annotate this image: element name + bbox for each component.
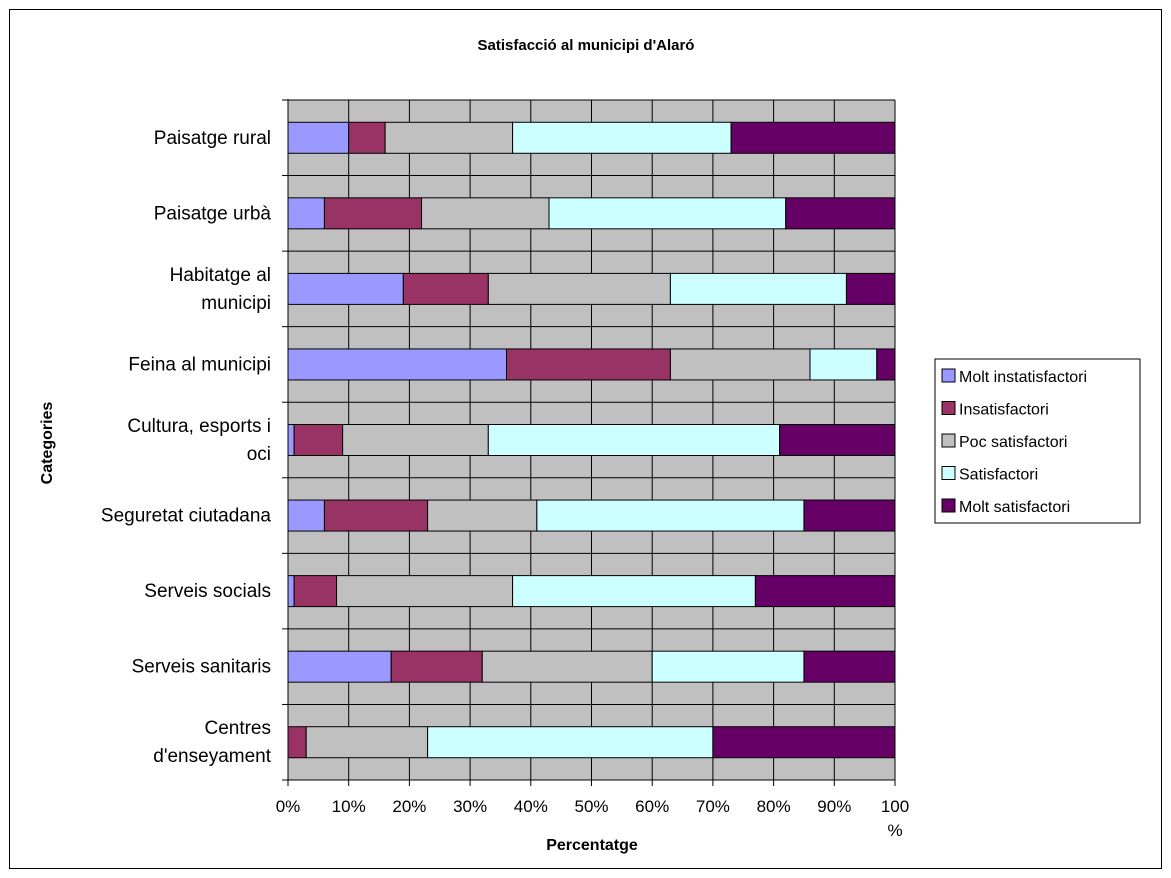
bar-segment-1-1	[287, 121, 350, 154]
category-label-1: Paisatge rural	[154, 128, 271, 149]
x-tick-label-5: 50%	[574, 797, 608, 816]
bar-segment-8-2	[390, 650, 483, 683]
legend-swatch-5	[941, 498, 956, 513]
bar-segment-8-1	[287, 650, 392, 683]
x-axis: 0% 10% 20% 30% 40% 50% 60% 70% 80% 90% 100%	[276, 779, 909, 840]
x-tick-label-7: 70%	[696, 797, 730, 816]
x-tick-label-2: 20%	[392, 797, 426, 816]
bar-segment-7-1	[287, 575, 295, 608]
bar-segment-7-4	[512, 575, 756, 608]
bar-segment-6-5	[803, 499, 896, 532]
bar-segment-4-5	[876, 348, 896, 381]
bar-segment-3-4	[669, 272, 847, 305]
chart-title: Satisfacció al municipi d'Alaró	[478, 37, 695, 54]
x-tick-label-10: 100%	[881, 797, 909, 840]
category-label-9: Centres d'enseyament	[153, 718, 271, 767]
x-tick-label-4: 40%	[514, 797, 548, 816]
bar-segment-8-4	[651, 650, 805, 683]
bar-segment-6-3	[427, 499, 538, 532]
legend-label-5: Molt satisfactori	[959, 499, 1070, 516]
bar-segment-4-3	[669, 348, 811, 381]
bar-segment-9-5	[712, 726, 896, 759]
bar-segment-2-3	[421, 197, 550, 230]
legend-swatch-2	[941, 401, 956, 415]
bar-segment-2-2	[323, 197, 423, 230]
bar-segment-7-2	[293, 575, 338, 608]
bar-segment-3-2	[402, 272, 489, 305]
x-tick-label-6: 60%	[635, 797, 669, 816]
bar-segment-6-1	[287, 499, 325, 532]
bar-segment-9-2	[287, 726, 307, 759]
category-label-5: Cultura, esports i oci	[127, 416, 271, 465]
legend-label-1: Molt instatisfactori	[959, 369, 1087, 386]
bar-segment-9-4	[427, 726, 714, 759]
bar-segment-9-3	[305, 726, 429, 759]
bar-segment-5-5	[779, 424, 896, 456]
bar-segment-4-4	[809, 348, 878, 381]
legend-box	[934, 358, 1141, 524]
bar-segment-3-5	[845, 272, 896, 305]
plot-area	[287, 99, 896, 780]
x-tick-label-1: 10%	[332, 797, 366, 816]
legend-swatch-1	[941, 368, 956, 383]
category-label-3: Habitatge al municipi	[170, 265, 271, 314]
x-tick-label-8: 80%	[757, 797, 791, 816]
bar-segment-2-4	[548, 197, 787, 230]
bar-segment-5-4	[487, 424, 781, 456]
bar-segment-4-2	[506, 348, 671, 381]
y-axis-title: Categories	[39, 402, 56, 485]
x-tick-label-3: 30%	[453, 797, 487, 816]
category-label-7: Serveis socials	[144, 581, 271, 602]
y-axis: Paisatge rural Paisatge urbà Habitatge al m…	[101, 99, 289, 781]
bar-segment-1-5	[730, 121, 896, 154]
bar-segment-6-4	[536, 499, 805, 532]
category-label-4: Feina al municipi	[128, 354, 271, 375]
category-label-8: Serveis sanitaris	[132, 657, 271, 678]
bar-segment-5-2	[293, 424, 344, 456]
bar-segment-7-3	[336, 575, 514, 608]
bar-segment-3-3	[487, 272, 671, 305]
legend-label-2: Insatisfactori	[959, 402, 1049, 419]
legend-label-3: Poc satisfactori	[959, 434, 1067, 451]
bar-segment-2-5	[785, 197, 896, 230]
bar-segment-8-5	[803, 650, 896, 683]
category-label-6: Seguretat ciutadana	[101, 506, 272, 527]
bar-segment-5-1	[287, 424, 295, 456]
bar-segment-2-1	[287, 197, 325, 230]
legend: Molt instatisfactori Insatisfactori Poc sa…	[934, 358, 1141, 524]
legend-swatch-3	[941, 433, 956, 448]
bar-segment-8-3	[481, 650, 653, 683]
bar-segment-5-3	[342, 424, 489, 456]
bar-segment-1-4	[512, 121, 732, 154]
bar-segment-1-2	[348, 121, 386, 154]
x-tick-label-0: 0%	[276, 797, 301, 816]
bar-segment-7-5	[754, 575, 896, 608]
x-axis-title: Percentatge	[546, 837, 638, 854]
bar-segment-6-2	[323, 499, 429, 532]
bar-segment-4-1	[287, 348, 508, 381]
category-label-2: Paisatge urbà	[154, 203, 272, 224]
legend-label-4: Satisfactori	[959, 467, 1038, 484]
bar-segment-1-3	[384, 121, 514, 154]
legend-swatch-4	[941, 466, 956, 480]
x-tick-label-9: 90%	[817, 797, 851, 816]
bar-segment-3-1	[287, 272, 404, 305]
